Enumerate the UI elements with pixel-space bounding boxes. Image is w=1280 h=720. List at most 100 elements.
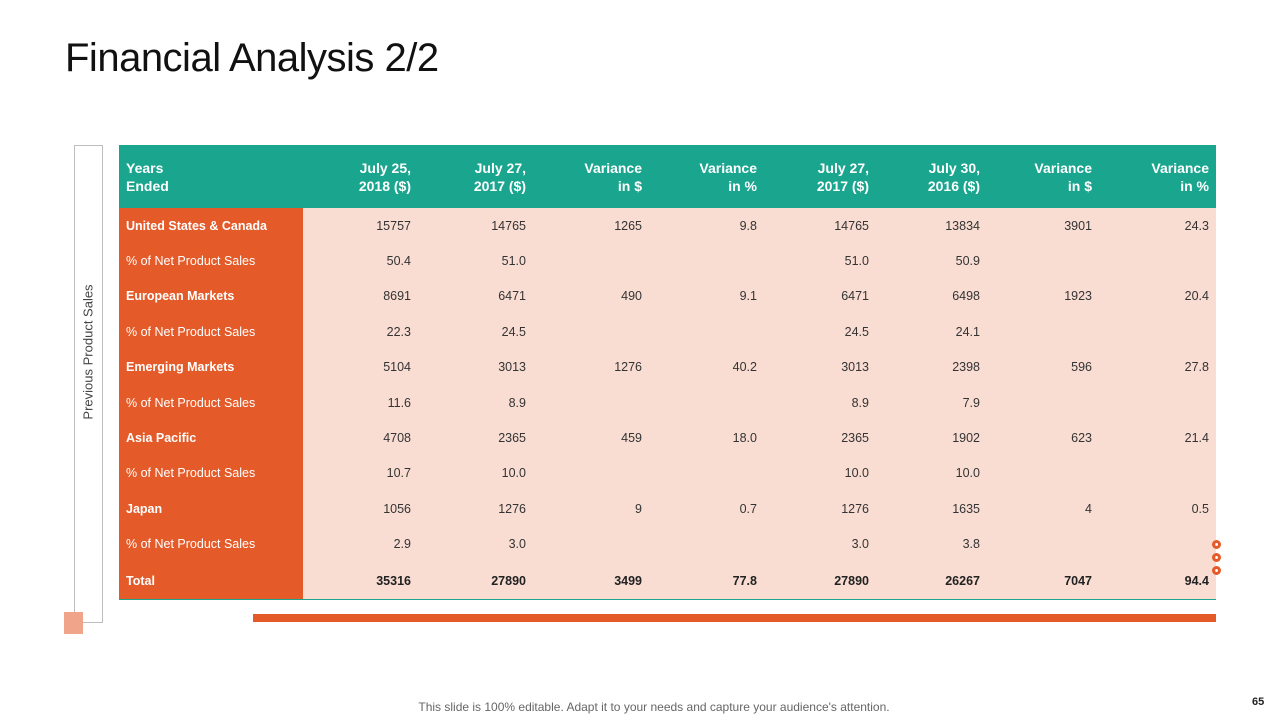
table-cell bbox=[1099, 314, 1216, 350]
table-cell: 3.8 bbox=[876, 526, 987, 562]
table-cell: 27890 bbox=[418, 561, 533, 601]
table-cell: 15757 bbox=[303, 208, 418, 244]
table-cell: 77.8 bbox=[649, 561, 764, 601]
decorative-bottom-bar bbox=[253, 614, 1216, 622]
table-cell: 6471 bbox=[764, 278, 876, 315]
table-cell: 1276 bbox=[764, 491, 876, 527]
table-cell: 35316 bbox=[303, 561, 418, 601]
table-cell: 2.9 bbox=[303, 526, 418, 562]
row-label: % of Net Product Sales bbox=[119, 526, 303, 562]
table-cell: 1902 bbox=[876, 420, 987, 456]
table-cell bbox=[533, 455, 649, 492]
table-cell: 1056 bbox=[303, 491, 418, 527]
table-cell: 94.4 bbox=[1099, 561, 1216, 601]
table-header-row: Years Ended July 25, 2018 ($) July 27, 2017… bbox=[119, 145, 1216, 208]
row-label: Total bbox=[119, 561, 303, 601]
table-cell: 10.0 bbox=[876, 455, 987, 492]
table-cell bbox=[1099, 455, 1216, 492]
table-cell: 459 bbox=[533, 420, 649, 456]
column-header: Variance in % bbox=[649, 145, 764, 208]
table-cell: 9 bbox=[533, 491, 649, 527]
table-cell: 1276 bbox=[418, 491, 533, 527]
table-total-row: Total 35316 27890 3499 77.8 27890 26267 7047 94.… bbox=[119, 561, 1216, 601]
table-cell: 24.5 bbox=[418, 314, 533, 350]
table-cell: 7.9 bbox=[876, 384, 987, 421]
table-cell: 1265 bbox=[533, 208, 649, 244]
table-cell: 27.8 bbox=[1099, 349, 1216, 385]
column-header: July 30, 2016 ($) bbox=[876, 145, 987, 208]
table-cell: 18.0 bbox=[649, 420, 764, 456]
table-row: United States & Canada 15757 14765 1265 9.8 1… bbox=[119, 208, 1216, 244]
table-cell: 1276 bbox=[533, 349, 649, 385]
table-cell: 6498 bbox=[876, 278, 987, 315]
table-cell: 50.4 bbox=[303, 243, 418, 279]
table-row: Asia Pacific 4708 2365 459 18.0 2365 1902 623 21… bbox=[119, 420, 1216, 456]
page-number: 65 bbox=[1252, 696, 1265, 708]
row-label: % of Net Product Sales bbox=[119, 243, 303, 279]
column-header: Years Ended bbox=[119, 145, 303, 208]
table-cell: 623 bbox=[987, 420, 1099, 456]
table-cell: 3.0 bbox=[764, 526, 876, 562]
column-header: July 27, 2017 ($) bbox=[418, 145, 533, 208]
page-title: Financial Analysis 2/2 bbox=[65, 36, 439, 80]
table-cell: 3013 bbox=[418, 349, 533, 385]
table-cell bbox=[987, 455, 1099, 492]
row-label: Japan bbox=[119, 491, 303, 527]
table-cell bbox=[987, 526, 1099, 562]
table-cell: 596 bbox=[987, 349, 1099, 385]
table-cell: 13834 bbox=[876, 208, 987, 244]
row-label: % of Net Product Sales bbox=[119, 384, 303, 421]
table-cell: 3013 bbox=[764, 349, 876, 385]
table-cell: 4 bbox=[987, 491, 1099, 527]
table-cell bbox=[1099, 526, 1216, 562]
table-cell: 2365 bbox=[418, 420, 533, 456]
decorative-corner-square bbox=[64, 612, 83, 634]
footer-note: This slide is 100% editable. Adapt it to… bbox=[418, 700, 890, 714]
table-row: % of Net Product Sales 50.4 51.0 51.0 50.9 bbox=[119, 243, 1216, 279]
table-row: Emerging Markets 5104 3013 1276 40.2 3013 2398… bbox=[119, 349, 1216, 385]
table-cell bbox=[649, 526, 764, 562]
table-cell: 3901 bbox=[987, 208, 1099, 244]
table-cell bbox=[533, 526, 649, 562]
table-cell: 9.8 bbox=[649, 208, 764, 244]
table-cell: 0.5 bbox=[1099, 491, 1216, 527]
table-cell: 20.4 bbox=[1099, 278, 1216, 315]
table-cell bbox=[987, 384, 1099, 421]
table-cell bbox=[533, 243, 649, 279]
table-cell bbox=[987, 314, 1099, 350]
table-cell: 4708 bbox=[303, 420, 418, 456]
table-cell: 14765 bbox=[764, 208, 876, 244]
table-cell: 51.0 bbox=[764, 243, 876, 279]
row-label: Asia Pacific bbox=[119, 420, 303, 456]
table-cell: 9.1 bbox=[649, 278, 764, 315]
column-header: Variance in % bbox=[1099, 145, 1216, 208]
column-header: Variance in $ bbox=[533, 145, 649, 208]
table-cell bbox=[649, 384, 764, 421]
table-cell: 8.9 bbox=[418, 384, 533, 421]
table-cell bbox=[1099, 384, 1216, 421]
table-cell: 11.6 bbox=[303, 384, 418, 421]
table-cell bbox=[533, 384, 649, 421]
table-cell: 3499 bbox=[533, 561, 649, 601]
table-cell: 1635 bbox=[876, 491, 987, 527]
table-row: % of Net Product Sales 22.3 24.5 24.5 24.1 bbox=[119, 314, 1216, 350]
table-cell: 10.7 bbox=[303, 455, 418, 492]
table-row: Japan 1056 1276 9 0.7 1276 1635 4 0.5 bbox=[119, 491, 1216, 527]
table-cell: 6471 bbox=[418, 278, 533, 315]
table-body: United States & Canada 15757 14765 1265 9.8 1… bbox=[119, 208, 1216, 601]
table-cell: 8.9 bbox=[764, 384, 876, 421]
table-cell: 2365 bbox=[764, 420, 876, 456]
table-cell: 2398 bbox=[876, 349, 987, 385]
column-header: Variance in $ bbox=[987, 145, 1099, 208]
row-label: Emerging Markets bbox=[119, 349, 303, 385]
column-header: July 27, 2017 ($) bbox=[764, 145, 876, 208]
side-label: Previous Product Sales bbox=[80, 284, 96, 420]
table-cell: 24.1 bbox=[876, 314, 987, 350]
table-cell bbox=[533, 314, 649, 350]
table-cell bbox=[1099, 243, 1216, 279]
financial-table: Years Ended July 25, 2018 ($) July 27, 2017… bbox=[119, 145, 1216, 601]
table-cell: 51.0 bbox=[418, 243, 533, 279]
table-cell bbox=[649, 455, 764, 492]
table-cell: 24.3 bbox=[1099, 208, 1216, 244]
table-cell: 0.7 bbox=[649, 491, 764, 527]
